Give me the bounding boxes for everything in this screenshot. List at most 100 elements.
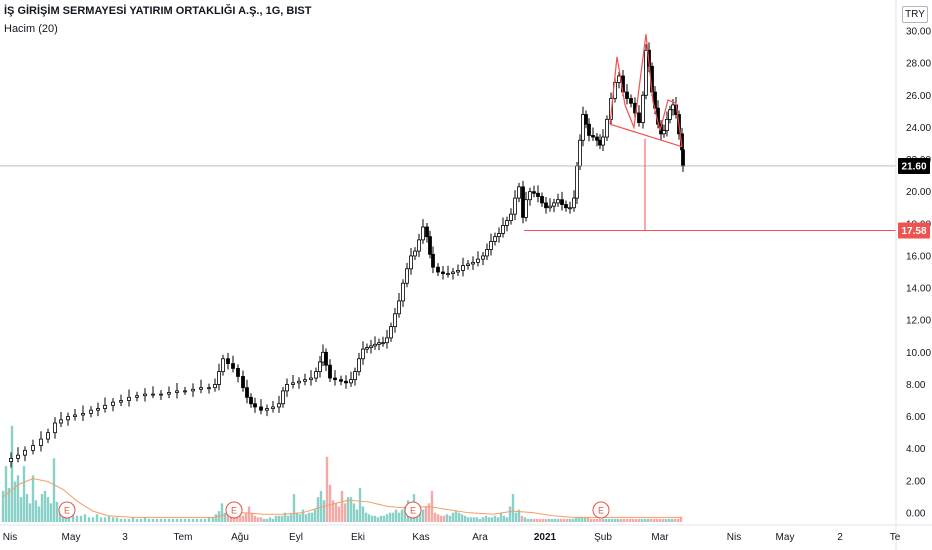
volume-bar	[280, 515, 284, 522]
volume-bar	[652, 518, 656, 522]
volume-bar	[397, 512, 401, 522]
volume-bar	[424, 506, 428, 522]
volume-bar	[7, 487, 11, 522]
volume-bar	[268, 517, 272, 522]
volume-bar	[520, 515, 524, 522]
volume-bar	[388, 512, 392, 522]
volume-bar	[355, 509, 359, 522]
candle-body	[23, 449, 27, 456]
volume-bar	[10, 425, 14, 522]
volume-bar	[532, 518, 536, 522]
volume-bar	[469, 517, 473, 522]
volume-bar	[271, 518, 275, 522]
volume-bar	[131, 517, 135, 522]
volume-bar	[499, 512, 503, 522]
volume-bar	[505, 517, 509, 522]
price-tick-label: 26.00	[906, 91, 931, 102]
currency-badge[interactable]: TRY	[902, 6, 928, 23]
volume-bar	[496, 517, 500, 522]
candle-body	[285, 384, 289, 392]
price-tick-label: 6.00	[906, 412, 926, 423]
volume-bar	[135, 518, 139, 522]
volume-bar	[199, 518, 203, 522]
volume-bar	[301, 509, 305, 522]
volume-bar	[616, 518, 620, 522]
candle-body	[231, 363, 235, 369]
volume-bar	[559, 518, 563, 522]
volume-bar	[484, 515, 488, 522]
time-tick-label: Nis	[3, 532, 17, 543]
volume-bar	[631, 518, 635, 522]
price-tick-label: 2.00	[906, 476, 926, 487]
volume-bar	[679, 517, 683, 522]
candle-body	[485, 249, 489, 257]
volume-bar	[523, 517, 527, 522]
volume-bar	[253, 515, 257, 522]
volume-bar	[622, 518, 626, 522]
volume-bar	[637, 518, 641, 522]
candle-body	[601, 136, 605, 146]
candle-body	[564, 204, 568, 209]
candle-body	[328, 364, 332, 379]
volume-bar	[71, 514, 75, 522]
candle-body	[361, 348, 365, 360]
candle-body	[625, 91, 629, 99]
volume-bar	[655, 518, 659, 522]
volume-bar	[586, 517, 590, 522]
candle-body	[681, 149, 685, 167]
time-tick-label: 3	[122, 532, 128, 543]
volume-bar	[538, 518, 542, 522]
candle-body	[53, 422, 57, 434]
volume-bar	[352, 503, 356, 522]
volume-bar	[511, 494, 515, 522]
volume-bar	[107, 515, 111, 522]
volume-bar	[634, 518, 638, 522]
time-tick-label: Tem	[174, 532, 193, 543]
volume-indicator-label[interactable]: Hacim (20)	[4, 23, 58, 35]
volume-bar	[95, 514, 99, 522]
candle-body	[581, 114, 585, 141]
volume-bar	[58, 509, 62, 522]
volume-bar	[119, 518, 123, 522]
candle-body	[357, 358, 361, 373]
volume-bar	[75, 515, 79, 522]
candle-body	[575, 165, 579, 199]
candle-body	[39, 438, 43, 446]
candle-body	[353, 371, 357, 381]
volume-bar	[364, 512, 368, 522]
volume-bar	[19, 497, 23, 522]
volume-bar	[256, 517, 260, 522]
candle-body	[291, 382, 295, 385]
volume-bar	[346, 497, 350, 522]
volume-bar	[349, 497, 353, 522]
time-tick-label: Şub	[594, 532, 612, 543]
candle-body	[119, 400, 123, 403]
volume-bar	[376, 517, 380, 522]
candle-body	[217, 371, 221, 385]
candle-body	[671, 104, 675, 111]
volume-bar	[22, 466, 26, 522]
volume-bar	[262, 518, 266, 522]
volume-bar	[103, 517, 107, 522]
candle-body	[451, 271, 455, 275]
volume-bar	[195, 518, 199, 522]
candle-body	[226, 358, 230, 364]
volume-bar	[331, 500, 335, 522]
volume-bar	[676, 518, 680, 522]
volume-bar	[127, 518, 131, 522]
volume-bar	[643, 518, 647, 522]
candle-body	[409, 255, 413, 270]
volume-bar	[175, 518, 179, 522]
volume-bar	[607, 518, 611, 522]
volume-bar	[337, 506, 341, 522]
earnings-marker-label: E	[598, 506, 604, 516]
volume-bar	[481, 517, 485, 522]
candle-body	[481, 255, 485, 260]
candle-body	[521, 186, 525, 218]
volume-bar	[508, 506, 512, 522]
candle-body	[397, 300, 401, 315]
candle-body	[373, 343, 377, 347]
volume-bar	[589, 518, 593, 522]
